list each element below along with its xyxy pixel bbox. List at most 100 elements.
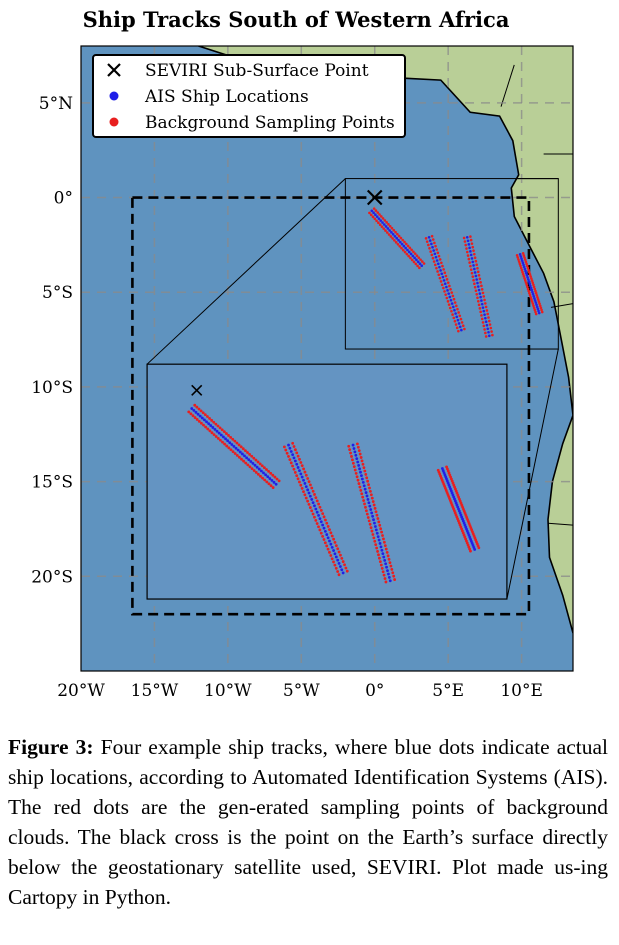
background-sampling-point bbox=[315, 522, 319, 525]
background-sampling-point bbox=[361, 495, 365, 499]
background-sampling-point bbox=[299, 461, 303, 464]
background-sampling-point bbox=[199, 409, 203, 413]
background-sampling-point bbox=[530, 277, 533, 280]
background-sampling-point bbox=[476, 270, 480, 274]
ais-ship-location bbox=[468, 246, 471, 250]
background-sampling-point bbox=[468, 261, 471, 264]
ais-ship-location bbox=[379, 219, 383, 222]
ais-ship-location bbox=[484, 320, 488, 324]
ais-ship-location bbox=[270, 479, 274, 482]
background-sampling-point bbox=[302, 490, 305, 493]
background-sampling-point bbox=[187, 410, 191, 414]
background-sampling-point bbox=[428, 246, 431, 250]
background-sampling-point bbox=[375, 219, 378, 223]
ais-ship-location bbox=[523, 267, 527, 271]
background-sampling-point bbox=[394, 230, 397, 234]
background-sampling-point bbox=[380, 566, 384, 570]
ais-ship-location bbox=[249, 460, 253, 463]
background-sampling-point bbox=[445, 278, 449, 281]
x-tick-label: 10°E bbox=[500, 681, 543, 701]
background-sampling-point bbox=[197, 419, 201, 423]
background-sampling-point bbox=[474, 289, 478, 293]
ais-ship-location bbox=[533, 297, 536, 300]
ais-ship-location bbox=[323, 529, 327, 533]
background-sampling-point bbox=[330, 557, 334, 561]
background-sampling-point bbox=[448, 306, 452, 310]
background-sampling-point bbox=[483, 298, 486, 302]
legend: SEVIRI Sub-Surface Point AIS Ship Locatio… bbox=[92, 54, 406, 138]
background-sampling-point bbox=[326, 547, 330, 551]
background-sampling-point bbox=[369, 489, 372, 493]
background-sampling-point bbox=[396, 232, 399, 236]
background-sampling-point bbox=[473, 256, 477, 259]
ais-ship-location bbox=[288, 446, 292, 450]
x-tick-label: 5°W bbox=[283, 681, 320, 701]
background-sampling-point bbox=[447, 303, 451, 306]
ais-ship-location bbox=[236, 448, 240, 452]
background-sampling-point bbox=[354, 472, 358, 475]
background-sampling-point bbox=[452, 316, 456, 320]
ais-ship-location bbox=[435, 259, 439, 262]
background-sampling-point bbox=[517, 260, 521, 263]
background-sampling-point bbox=[229, 435, 233, 439]
background-sampling-point bbox=[525, 262, 528, 266]
background-sampling-point bbox=[444, 274, 448, 278]
background-sampling-point bbox=[380, 225, 384, 228]
ais-ship-location bbox=[537, 311, 541, 315]
ais-ship-location bbox=[308, 494, 312, 498]
y-tick-label: 5°N bbox=[39, 94, 73, 114]
background-sampling-point bbox=[317, 502, 321, 506]
background-sampling-point bbox=[351, 458, 354, 462]
ais-ship-location bbox=[384, 225, 388, 228]
ais-ship-location bbox=[406, 248, 409, 252]
ais-ship-location bbox=[445, 285, 448, 289]
ais-ship-location bbox=[364, 491, 368, 494]
background-sampling-point bbox=[191, 414, 195, 418]
map-area bbox=[81, 46, 573, 671]
background-sampling-point bbox=[484, 335, 488, 338]
background-sampling-point bbox=[323, 541, 327, 545]
background-sampling-point bbox=[379, 563, 383, 567]
background-sampling-point bbox=[193, 403, 197, 407]
background-sampling-point bbox=[227, 434, 230, 437]
background-sampling-point bbox=[521, 252, 525, 255]
background-sampling-point bbox=[256, 460, 260, 464]
background-sampling-point bbox=[373, 217, 377, 221]
background-sampling-point bbox=[526, 285, 529, 289]
ais-ship-location bbox=[322, 526, 326, 530]
background-sampling-point bbox=[206, 427, 210, 431]
background-sampling-point bbox=[466, 254, 470, 257]
background-sampling-point bbox=[387, 557, 391, 561]
ais-ship-location bbox=[432, 249, 435, 252]
ais-ship-location bbox=[409, 252, 413, 256]
ais-ship-location bbox=[340, 568, 344, 572]
region-box bbox=[131, 196, 531, 616]
background-sampling-point bbox=[288, 458, 292, 462]
background-sampling-point bbox=[469, 238, 473, 242]
ais-ship-location bbox=[245, 456, 248, 460]
background-sampling-point bbox=[446, 281, 450, 284]
background-sampling-point bbox=[457, 329, 460, 333]
background-sampling-point bbox=[522, 274, 526, 278]
background-sampling-point bbox=[324, 518, 327, 522]
background-sampling-point bbox=[448, 284, 451, 288]
background-sampling-point bbox=[417, 256, 421, 259]
ais-ship-location bbox=[360, 477, 364, 481]
background-sampling-point bbox=[321, 512, 325, 516]
ais-ship-location bbox=[339, 565, 342, 568]
background-sampling-point bbox=[300, 486, 304, 490]
ais-ship-location bbox=[533, 299, 537, 302]
background-sampling-point bbox=[345, 569, 349, 573]
background-sampling-point bbox=[377, 520, 381, 524]
background-sampling-point bbox=[195, 418, 199, 421]
y-tick-label: 5°S bbox=[42, 283, 73, 303]
background-sampling-point bbox=[528, 293, 532, 297]
background-sampling-point bbox=[208, 417, 211, 420]
background-sampling-point bbox=[531, 281, 535, 284]
ais-ship-location bbox=[304, 485, 308, 489]
background-sampling-point bbox=[385, 231, 389, 234]
background-sampling-point bbox=[201, 411, 205, 415]
background-sampling-point bbox=[365, 476, 369, 480]
background-sampling-point bbox=[334, 566, 338, 570]
background-sampling-point bbox=[413, 252, 417, 256]
